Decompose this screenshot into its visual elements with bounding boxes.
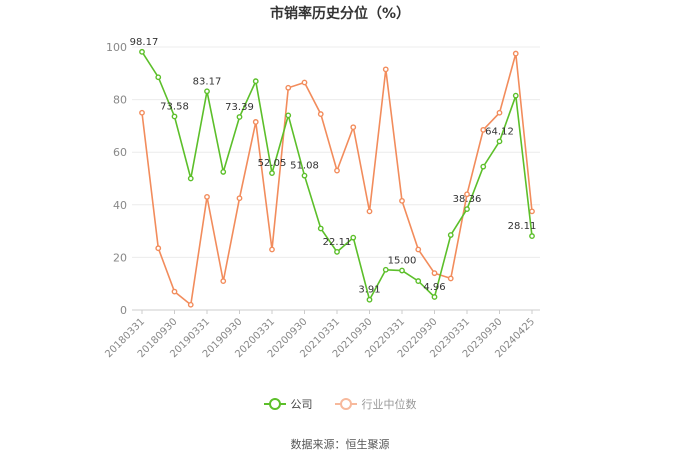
legend-item-industry-median[interactable]: 行业中位数	[334, 396, 417, 412]
data-point	[464, 206, 470, 213]
data-label: 83.17	[193, 76, 222, 87]
data-source: 数据来源：恒生聚源	[290, 438, 390, 451]
data-label: 4.96	[423, 282, 445, 293]
y-tick-label: 100	[106, 41, 127, 54]
data-point	[496, 138, 503, 145]
data-point	[480, 126, 487, 133]
data-label: 73.39	[225, 102, 254, 113]
data-point	[334, 167, 340, 174]
data-point	[415, 278, 422, 284]
data-point	[220, 278, 227, 284]
series-line-company	[141, 51, 533, 302]
data-point	[350, 234, 357, 241]
data-point	[480, 163, 487, 170]
data-point	[350, 124, 357, 131]
chart-title: 市销率历史分位（%）	[269, 6, 411, 22]
data-point	[155, 245, 162, 252]
data-point	[382, 66, 389, 73]
legend-item-company[interactable]: 公司	[263, 396, 313, 412]
data-point	[334, 248, 340, 255]
data-point	[464, 191, 470, 198]
data-label: 73.58	[160, 101, 189, 112]
data-point	[285, 84, 292, 91]
data-label: 51.08	[290, 161, 319, 172]
data-label: 38.36	[453, 194, 482, 205]
legend-label-company: 公司	[290, 398, 313, 411]
data-point	[415, 246, 422, 253]
data-point	[529, 208, 535, 215]
data-point	[236, 195, 243, 202]
data-point	[317, 111, 324, 117]
data-label: 64.12	[485, 126, 514, 137]
series-layer	[139, 48, 535, 308]
data-label: 3.91	[358, 285, 380, 296]
data-point	[220, 169, 227, 175]
y-tick-label: 20	[113, 251, 127, 264]
data-point	[366, 296, 373, 303]
data-point	[155, 74, 162, 81]
data-point	[236, 114, 243, 120]
data-label: 98.17	[130, 37, 159, 48]
data-point	[399, 197, 405, 204]
data-point	[252, 119, 259, 125]
data-point	[431, 270, 438, 277]
data-point	[447, 275, 454, 282]
data-point	[204, 88, 210, 95]
data-label: 52.05	[258, 158, 287, 169]
data-point	[512, 50, 519, 57]
label-layer: 98.17 73.58 83.17 73.39 52.05 51.08 22.11 3.91 1…	[130, 37, 537, 296]
data-point	[139, 109, 145, 116]
data-point	[301, 79, 308, 86]
data-point	[252, 78, 259, 85]
data-label: 28.11	[508, 221, 537, 232]
legend-label-industry-median: 行业中位数	[361, 398, 417, 411]
data-point	[301, 172, 308, 179]
data-label: 22.11	[323, 237, 352, 248]
data-point	[139, 48, 145, 55]
data-point	[204, 194, 210, 200]
data-point	[187, 301, 194, 308]
data-point	[269, 170, 275, 177]
y-tick-label: 0	[120, 304, 127, 317]
data-point	[529, 233, 535, 239]
data-point	[171, 288, 178, 295]
legend-swatch-company	[263, 398, 286, 410]
data-point	[447, 232, 454, 238]
data-point	[317, 225, 324, 232]
y-tick-label: 60	[113, 146, 127, 159]
series-line-industry-median	[141, 53, 533, 307]
data-point	[382, 266, 389, 273]
legend-swatch-industry-median	[334, 398, 357, 410]
data-point	[431, 294, 438, 300]
data-point	[187, 175, 194, 182]
line-chart: 0204060801002018033120180930201903312019…	[103, 37, 540, 360]
y-tick-label: 80	[113, 94, 127, 107]
data-point	[512, 92, 519, 99]
data-point	[285, 112, 292, 119]
grid-layer	[132, 46, 540, 311]
data-label: 15.00	[388, 256, 417, 267]
data-point	[496, 109, 503, 116]
legend: 公司 行业中位数	[0, 396, 680, 412]
y-tick-label: 40	[113, 199, 127, 212]
data-point	[366, 208, 373, 215]
data-point	[171, 113, 178, 120]
data-point	[399, 267, 405, 274]
data-point	[269, 246, 275, 253]
